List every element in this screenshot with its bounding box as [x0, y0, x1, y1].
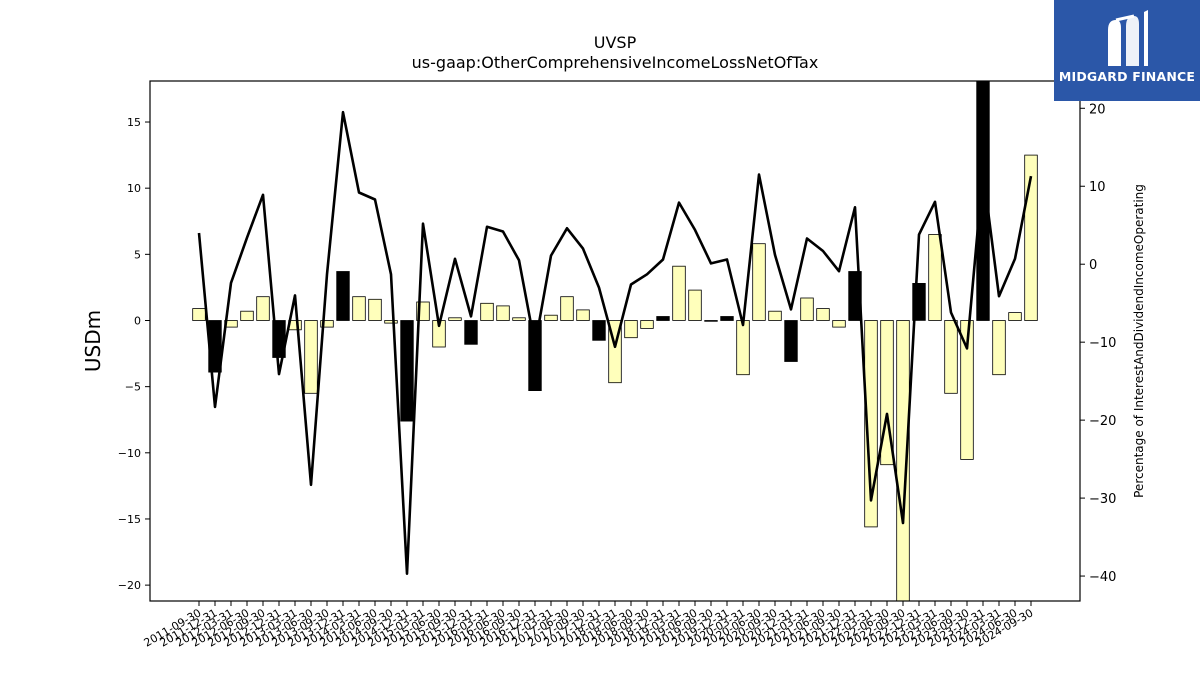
bar-2018-12-31	[656, 316, 670, 321]
bar-2021-06-30	[816, 308, 830, 321]
y-tick-label: 5	[134, 248, 141, 261]
midgard-m-icon	[1108, 10, 1148, 66]
chart-title: UVSP	[594, 33, 637, 52]
bar-2016-09-30	[512, 317, 526, 321]
bar-2011-09-30	[192, 308, 206, 321]
brand-name: MIDGARD FINANCE	[1058, 69, 1196, 84]
bar-2017-09-30	[576, 309, 590, 321]
bar-2014-06-30	[368, 298, 382, 321]
bar-2019-03-31	[672, 265, 686, 321]
bar-2018-06-30	[624, 320, 638, 339]
brand-logo: MIDGARD FINANCE	[1054, 0, 1200, 101]
bar-2021-03-31	[800, 297, 814, 321]
y-tick-label: 0	[134, 314, 141, 327]
bar-2019-06-30	[688, 289, 702, 321]
y2-axis-label: Percentage of InterestAndDividendIncomeO…	[1132, 184, 1146, 498]
bar-2023-03-31	[928, 234, 942, 321]
bar-2024-03-31	[992, 320, 1006, 376]
bar-2018-09-30	[640, 320, 654, 329]
line-series	[197, 110, 1033, 576]
bar-2015-12-31	[464, 320, 478, 345]
y-tick-label: −10	[118, 447, 141, 460]
bar-2014-12-31	[400, 320, 414, 422]
chart-subtitle: us-gaap:OtherComprehensiveIncomeLossNetO…	[412, 53, 819, 72]
y-tick-label: −15	[118, 513, 141, 526]
bar-2021-09-30	[832, 320, 846, 328]
bar-2013-12-31	[336, 271, 350, 321]
plot-frame	[149, 80, 1081, 602]
bar-2017-03-31	[544, 314, 558, 321]
y-tick-label: −20	[118, 579, 141, 592]
y2-tick-label: 0	[1089, 258, 1097, 273]
y-axis-label: USDm	[81, 310, 105, 372]
bar-2023-09-30	[960, 320, 974, 460]
y-tick-label: 15	[127, 116, 141, 129]
y2-tick-label: −10	[1089, 336, 1116, 351]
bar-2013-09-30	[320, 320, 334, 328]
bar-2020-12-31	[784, 320, 798, 362]
y2-tick-label: −30	[1089, 492, 1116, 507]
y2-tick-label: 10	[1089, 180, 1106, 195]
y2-tick-label: −20	[1089, 414, 1116, 429]
bar-2019-12-31	[720, 316, 734, 321]
bar-2023-06-30	[944, 320, 958, 394]
bar-2015-09-30	[448, 317, 462, 321]
bar-2022-03-31	[864, 320, 878, 528]
y-tick-label: −5	[125, 381, 141, 394]
bar-2024-06-30	[1008, 312, 1022, 321]
bar-2012-09-30	[256, 296, 270, 321]
bar-2016-12-31	[528, 320, 542, 391]
bar-2013-06-30	[304, 320, 318, 394]
bar-2016-06-30	[496, 305, 510, 321]
bar-2014-03-31	[352, 296, 366, 321]
bar-2020-06-30	[752, 243, 766, 321]
y2-tick-label: −40	[1089, 570, 1116, 585]
bar-2017-12-31	[592, 320, 606, 341]
bar-2012-06-30	[240, 310, 254, 321]
y-tick-label: 10	[127, 182, 141, 195]
bar-2014-09-30	[384, 320, 398, 324]
bar-2020-09-30	[768, 310, 782, 321]
bar-2019-09-30	[704, 320, 718, 322]
bar-2016-03-31	[480, 302, 494, 321]
y2-tick-label: 20	[1089, 102, 1106, 117]
bar-2017-06-30	[560, 296, 574, 321]
bar-2020-03-31	[736, 320, 750, 376]
